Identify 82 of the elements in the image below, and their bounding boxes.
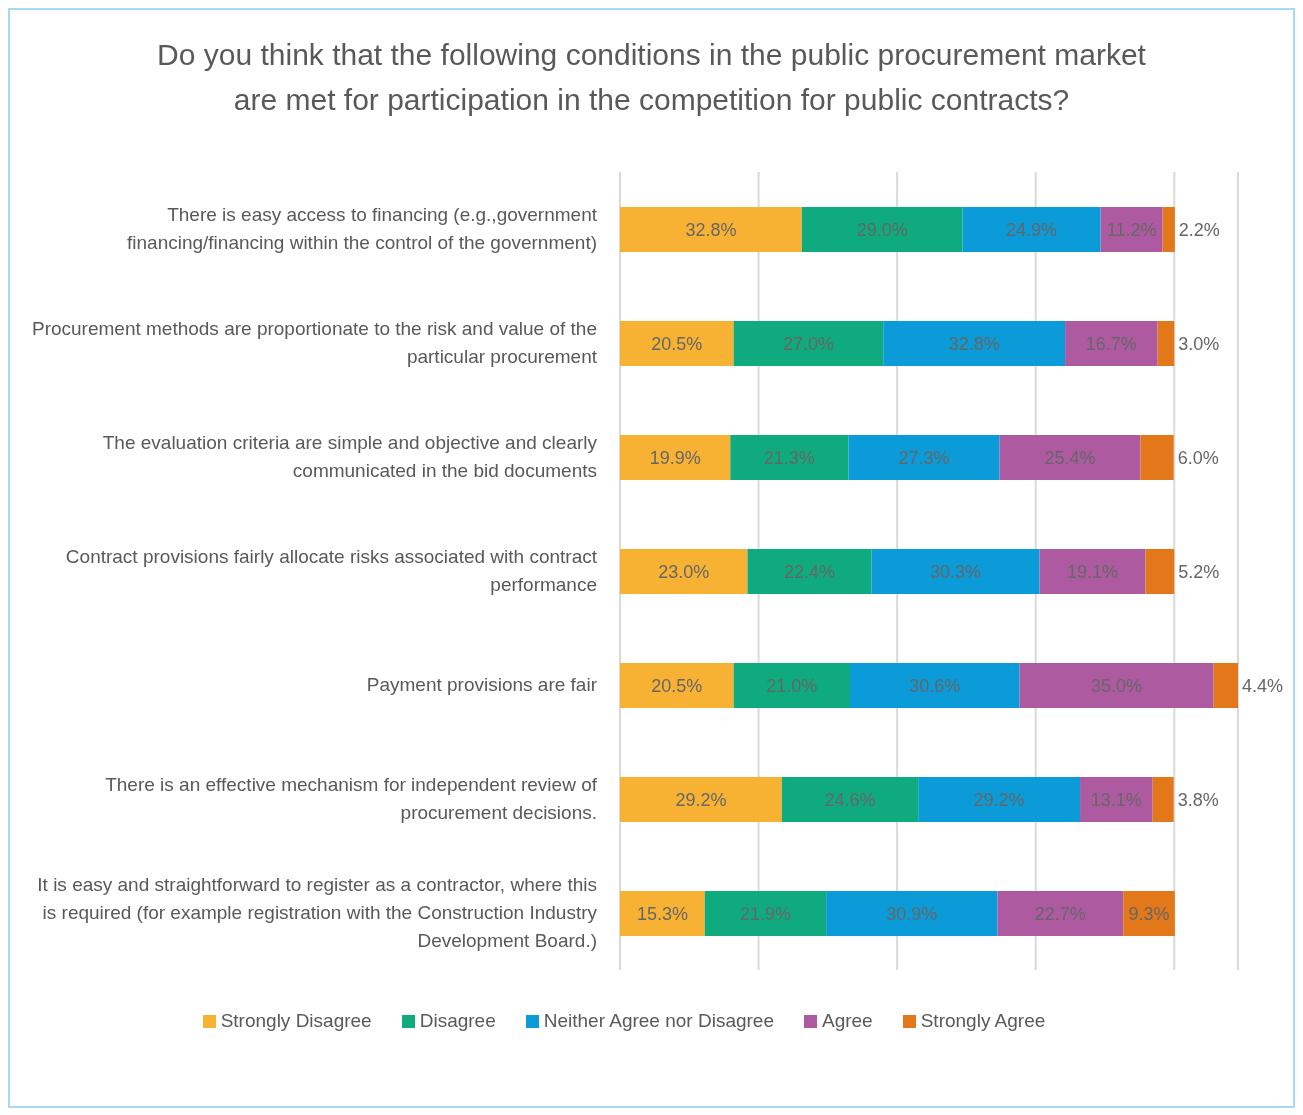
bar — [871, 549, 1040, 594]
data-label: 19.1% — [1066, 561, 1119, 582]
data-label: 2.2% — [1178, 219, 1220, 240]
data-label: 6.0% — [1177, 447, 1219, 468]
bar — [801, 207, 963, 252]
y-tick-label: Contract provisions fairly allocate risks associated with contract performance — [64, 545, 597, 597]
bar — [620, 891, 705, 936]
y-tick-label: It is easy and straightforward to register as a contractor, where this is required (for example registration with the Construction Industry Development Board.) — [36, 873, 597, 953]
data-label: 4.4% — [1242, 675, 1284, 696]
bar — [620, 777, 782, 822]
data-label: 21.0% — [766, 675, 818, 696]
data-label: 16.7% — [1085, 333, 1137, 354]
bar — [733, 663, 851, 708]
bar — [1140, 435, 1174, 480]
bar — [1065, 321, 1158, 366]
bar — [1213, 663, 1238, 708]
bar — [826, 891, 998, 936]
bar — [620, 435, 731, 480]
data-label: 27.0% — [782, 333, 834, 354]
bar — [620, 207, 802, 252]
bar — [997, 891, 1124, 936]
data-label: 19.9% — [649, 447, 701, 468]
data-label: 13.1% — [1090, 789, 1142, 810]
data-label: 32.8% — [685, 219, 737, 240]
data-label: 35.0% — [1091, 675, 1143, 696]
data-label: 23.0% — [658, 561, 710, 582]
bar — [747, 549, 872, 594]
bar — [1157, 321, 1175, 366]
bar — [1019, 663, 1214, 708]
legend-label: Neither Agree nor Disagree — [543, 1010, 774, 1032]
legend-label: Agree — [821, 1010, 873, 1032]
data-label: 20.5% — [651, 675, 703, 696]
bar — [1162, 207, 1175, 252]
legend-label: Disagree — [419, 1010, 496, 1032]
bar — [704, 891, 827, 936]
data-label: 21.9% — [739, 903, 792, 924]
data-label: 27.3% — [898, 447, 950, 468]
bar — [918, 777, 1081, 822]
data-label: 3.0% — [1178, 333, 1220, 354]
bar — [620, 321, 734, 366]
bar — [620, 663, 734, 708]
bar — [1145, 549, 1175, 594]
bar — [1152, 777, 1174, 822]
y-tick-label: There is an effective mechanism for independent review of procurement decisions. — [104, 773, 597, 825]
data-label: 3.8% — [1177, 789, 1219, 810]
chart-title: Do you think that the following conditions in the public procurement market are met for participation in the competition for public contracts? — [156, 37, 1147, 118]
bar — [620, 549, 748, 594]
data-label: 24.6% — [824, 789, 876, 810]
bar — [733, 321, 884, 366]
data-label: 9.3% — [1128, 903, 1170, 924]
y-tick-label: The evaluation criteria are simple and objective and clearly communicated in the bid documents — [101, 431, 597, 483]
data-label: 24.9% — [1006, 219, 1058, 240]
bar — [730, 435, 849, 480]
bar — [848, 435, 1000, 480]
bar — [781, 777, 919, 822]
y-tick-label: There is easy access to financing (e.g.,government financing/financing within the control of the government) — [126, 203, 597, 255]
data-label: 22.4% — [784, 561, 836, 582]
data-label: 30.3% — [930, 561, 982, 582]
data-label: 20.5% — [651, 333, 703, 354]
legend-label: Strongly Agree — [920, 1010, 1046, 1032]
data-label: 5.2% — [1178, 561, 1220, 582]
data-label: 30.9% — [886, 903, 938, 924]
bar — [1100, 207, 1163, 252]
data-label: 22.7% — [1034, 903, 1086, 924]
data-label: 15.3% — [636, 903, 688, 924]
bar — [999, 435, 1141, 480]
data-label: 32.8% — [948, 333, 1000, 354]
data-label: 21.3% — [763, 447, 815, 468]
data-label: 29.2% — [973, 789, 1025, 810]
data-label: 29.2% — [675, 789, 727, 810]
bar — [1039, 549, 1146, 594]
data-label: 30.6% — [909, 675, 961, 696]
bar — [1080, 777, 1153, 822]
bar — [883, 321, 1066, 366]
data-label: 29.0% — [856, 219, 908, 240]
y-tick-label: Payment provisions are fair — [366, 673, 597, 697]
bar — [962, 207, 1101, 252]
data-label: 11.2% — [1106, 219, 1157, 240]
y-tick-label: Procurement methods are proportionate to the risk and value of the particular procurement — [30, 317, 597, 369]
legend-label: Strongly Disagree — [220, 1010, 372, 1032]
data-label: 25.4% — [1044, 447, 1096, 468]
bar — [850, 663, 1020, 708]
